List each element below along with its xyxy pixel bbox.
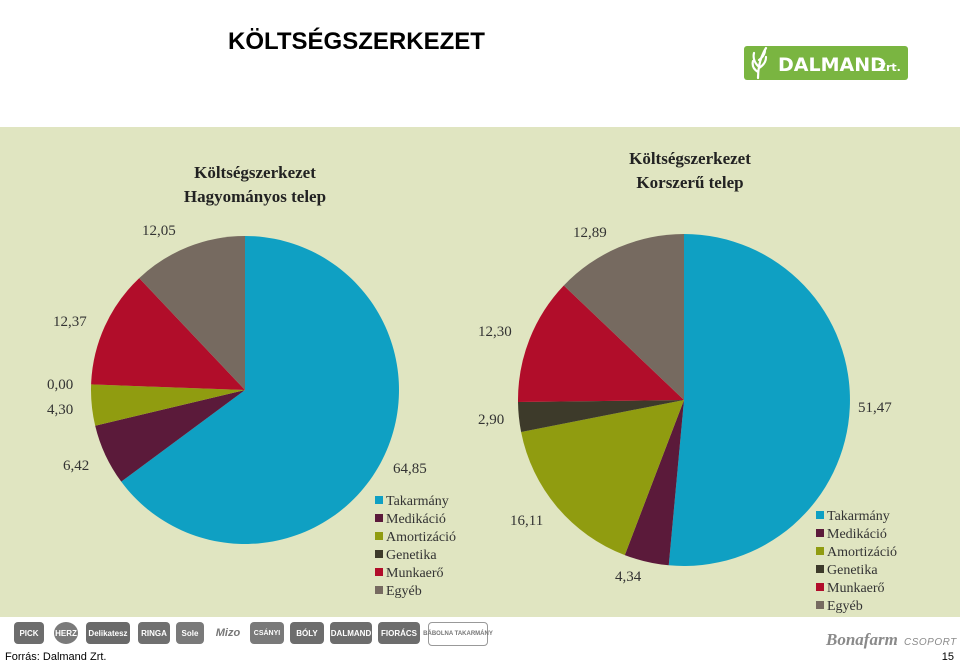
wheat-icon	[751, 46, 768, 80]
pie-slice-egyéb	[563, 234, 684, 400]
chart-1-label-amortizacio: 4,30	[47, 402, 73, 418]
pie-slice-takarmány	[668, 234, 850, 566]
brand-logo: FIORÁCS	[378, 622, 420, 644]
legend-2-swatch-medikacio	[816, 529, 824, 537]
chart-2-label-takarmany: 51,47	[858, 400, 892, 416]
brand-logo: Sole	[176, 622, 204, 644]
chart-1-label-genetika: 0,00	[47, 377, 73, 393]
chart-2-title-line-1: Költségszerkezet	[629, 149, 751, 168]
cost-structure-charts: Költségszerkezet Hagyományos telep 12,05…	[47, 149, 897, 614]
brand-logo: DALMAND	[330, 622, 372, 644]
pie-slice-munkaerő	[91, 278, 245, 390]
chart-1-label-egyeb: 12,05	[142, 223, 176, 239]
brand-logo: PICK	[14, 622, 44, 644]
chart-1-label-takarmany: 64,85	[393, 461, 427, 477]
legend-2-swatch-genetika	[816, 565, 824, 573]
logo-text: DALMAND	[778, 54, 886, 76]
legend-2-takarmany: Takarmány	[827, 509, 890, 524]
chart-2-label-medikacio: 4,34	[615, 569, 642, 585]
legend-1-swatch-medikacio	[375, 514, 383, 522]
bonafarm-logo: Bonafarm	[826, 630, 898, 649]
brand-logo: BÓLY	[290, 622, 324, 644]
legend-1-swatch-egyeb	[375, 586, 383, 594]
pie-slice-genetika	[518, 400, 684, 432]
brand-logo: RINGA	[138, 622, 170, 644]
chart-2-slices	[517, 234, 850, 566]
legend-2-swatch-amortizacio	[816, 547, 824, 555]
pie-slice-medikáció	[95, 390, 245, 482]
chart-1-title-line-2: Hagyományos telep	[184, 187, 326, 206]
chart-2-label-egyeb: 12,89	[573, 225, 607, 241]
chart-2-label-amortizacio: 16,11	[510, 513, 543, 529]
legend-1-genetika: Genetika	[386, 548, 437, 563]
legend-1-amortizacio: Amortizáció	[386, 530, 456, 545]
legend-1-swatch-munkaero	[375, 568, 383, 576]
legend-2-medikacio: Medikáció	[827, 527, 887, 542]
chart-2-label-genetika: 2,90	[478, 412, 504, 428]
brand-logo: Mizo	[215, 627, 241, 639]
pie-slice-medikáció	[624, 400, 684, 566]
pie-slice-takarmány	[121, 236, 399, 544]
legend-2-swatch-takarmany	[816, 511, 824, 519]
chart-1-slices	[90, 236, 399, 544]
chart-1-label-medikacio: 6,42	[63, 458, 89, 474]
chart-1-label-munkaero: 12,37	[53, 314, 87, 330]
pie-slice-munkaerő	[517, 285, 684, 402]
brand-logo: Delikatesz	[86, 622, 130, 644]
source-note: Forrás: Dalmand Zrt.	[5, 651, 107, 663]
chart-2-title-line-2: Korszerű telep	[636, 173, 743, 192]
pie-slice-egyéb	[139, 236, 245, 390]
pie-slice-amortizáció	[90, 384, 245, 426]
legend-1-swatch-amortizacio	[375, 532, 383, 540]
legend-1-takarmany: Takarmány	[386, 494, 449, 509]
legend-2-swatch-egyeb	[816, 601, 824, 609]
chart-1-legend: Takarmány Medikáció Amortizáció Genetika…	[375, 494, 456, 599]
chart-1-title-line-1: Költségszerkezet	[194, 163, 316, 182]
legend-2-munkaero: Munkaerő	[827, 581, 885, 596]
brand-logo: BÁBOLNA TAKARMÁNY	[423, 622, 493, 646]
dalmand-logo: DALMAND Zrt.	[744, 46, 908, 80]
legend-1-medikacio: Medikáció	[386, 512, 446, 527]
logo-background	[744, 46, 908, 80]
chart-modern: Költségszerkezet Korszerű telep 12,89 12…	[478, 149, 897, 614]
slide-title: KÖLTSÉGSZERKEZET	[228, 28, 485, 55]
brand-logo: HERZ	[54, 622, 78, 644]
legend-2-genetika: Genetika	[827, 563, 878, 578]
brand-logo: CSÁNYI	[250, 622, 284, 644]
bonafarm-suffix: CSOPORT	[904, 637, 957, 648]
legend-2-amortizacio: Amortizáció	[827, 545, 897, 560]
legend-1-swatch-takarmany	[375, 496, 383, 504]
chart-traditional: Költségszerkezet Hagyományos telep 12,05…	[47, 163, 456, 599]
legend-2-swatch-munkaero	[816, 583, 824, 591]
legend-1-egyeb: Egyéb	[386, 584, 422, 599]
legend-2-egyeb: Egyéb	[827, 599, 863, 614]
legend-1-swatch-genetika	[375, 550, 383, 558]
legend-1-munkaero: Munkaerő	[386, 566, 444, 581]
chart-2-label-munkaero: 12,30	[478, 324, 512, 340]
page-number: 15	[941, 651, 954, 663]
logo-suffix: Zrt.	[878, 61, 901, 74]
chart-2-legend: Takarmány Medikáció Amortizáció Genetika…	[816, 509, 897, 614]
pie-slice-amortizáció	[521, 400, 684, 556]
